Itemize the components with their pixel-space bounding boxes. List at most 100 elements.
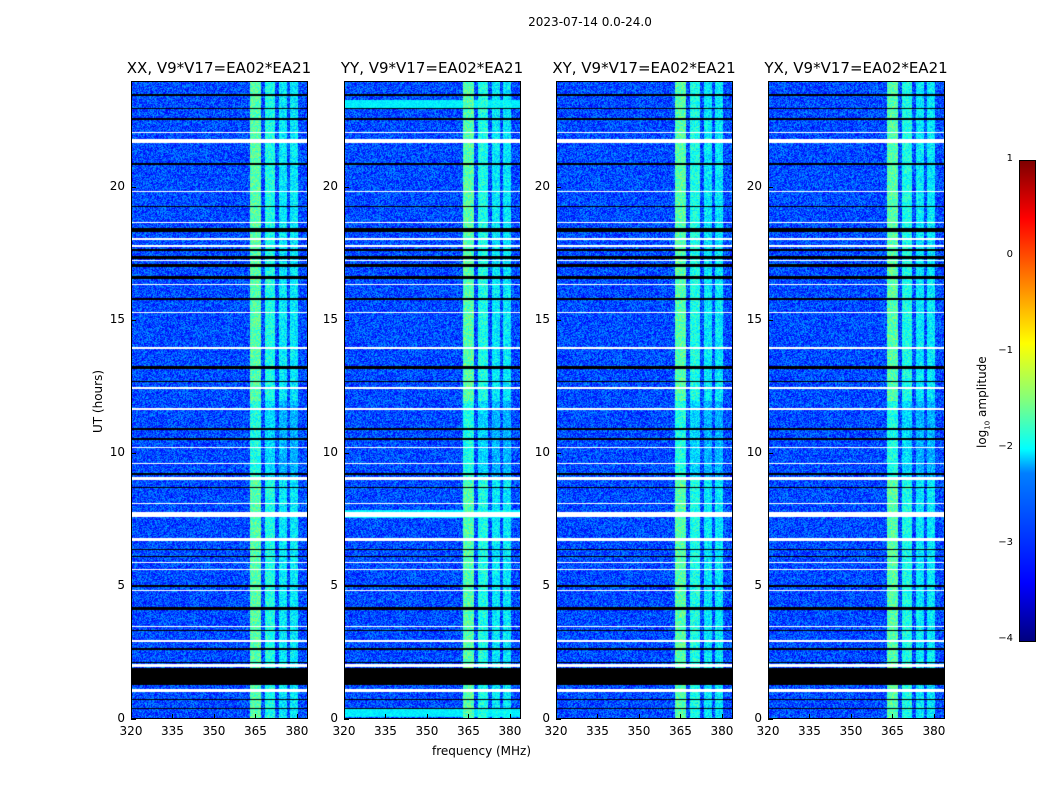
x-tick-mark [172,714,174,719]
x-tick-mark [556,714,557,719]
y-tick-label: 20 [322,179,338,194]
y-tick-label: 15 [746,312,762,327]
y-tick-label: 0 [542,711,550,725]
x-axis-label: frequency (MHz) [432,744,532,758]
y-tick-mark [556,320,561,322]
spectrogram-heatmap [557,82,732,718]
y-tick-mark [131,187,136,189]
x-tick-mark [721,714,723,719]
x-tick-label: 350 [839,724,863,738]
x-tick-mark [468,714,470,719]
x-tick-label: 365 [244,724,267,738]
y-tick-mark [768,320,773,322]
x-tick-label: 320 [756,724,780,738]
spectrogram-panel [131,81,308,719]
x-tick-label: 320 [332,724,356,738]
y-tick-label: 10 [746,445,762,460]
y-tick-label: 20 [109,179,125,194]
x-tick-label: 335 [161,724,184,738]
y-tick-label: 15 [322,312,338,327]
colorbar-tick-label: −2 [998,441,1013,452]
x-tick-mark [509,714,511,719]
x-tick-label: 350 [415,724,439,738]
y-tick-label: 0 [117,711,125,725]
y-tick-label: 5 [117,578,125,593]
spectrogram-panel [556,81,733,719]
x-tick-mark [131,714,132,719]
figure-title: 2023-07-14 0.0-24.0 [528,15,652,29]
x-tick-label: 320 [119,724,143,738]
x-tick-label: 350 [202,724,226,738]
x-tick-mark [385,714,387,719]
y-tick-label: 10 [534,445,550,460]
y-tick-mark [131,320,136,322]
y-tick-mark [768,586,773,588]
y-tick-label: 20 [534,179,550,194]
y-axis-label: UT (hours) [91,369,105,433]
x-tick-label: 335 [798,724,821,738]
x-tick-label: 380 [922,724,946,738]
x-tick-mark [426,714,428,719]
y-tick-label: 5 [542,578,550,593]
y-tick-mark [768,719,773,720]
x-tick-label: 365 [881,724,904,738]
spectrogram-heatmap [132,82,307,718]
x-tick-mark [768,714,769,719]
panel-title: XY, V9*V17=EA02*EA21 [552,59,736,77]
y-tick-mark [344,719,349,720]
x-tick-label: 380 [498,724,522,738]
x-tick-mark [850,714,852,719]
x-tick-label: 365 [457,724,480,738]
x-tick-mark [680,714,682,719]
x-tick-label: 335 [586,724,609,738]
panel-title: YY, V9*V17=EA02*EA21 [340,59,524,77]
x-tick-label: 320 [544,724,568,738]
x-tick-mark [344,714,345,719]
y-tick-label: 10 [322,445,338,460]
y-tick-mark [768,453,773,455]
x-tick-label: 380 [285,724,309,738]
y-tick-mark [768,187,773,189]
y-tick-label: 5 [754,578,762,593]
x-tick-mark [213,714,215,719]
y-tick-label: 15 [109,312,125,327]
spectrogram-heatmap [769,82,944,718]
x-tick-label: 380 [710,724,734,738]
x-tick-mark [638,714,640,719]
y-tick-mark [131,453,136,455]
x-tick-mark [933,714,935,719]
colorbar-tick-label: −4 [998,633,1013,644]
colorbar-label: log10 amplitude [975,356,992,448]
x-tick-mark [892,714,894,719]
x-tick-mark [809,714,811,719]
y-tick-label: 0 [754,711,762,725]
y-tick-mark [344,187,349,189]
y-tick-mark [131,719,136,720]
y-tick-mark [131,586,136,588]
y-tick-mark [344,586,349,588]
x-tick-label: 365 [669,724,692,738]
colorbar-tick-label: 0 [1006,249,1013,260]
y-tick-mark [344,320,349,322]
y-tick-mark [556,586,561,588]
x-tick-label: 335 [374,724,397,738]
panel-title: XX, V9*V17=EA02*EA21 [126,59,312,77]
colorbar-tick-label: −3 [998,537,1013,548]
y-tick-label: 15 [534,312,550,327]
y-tick-mark [344,453,349,455]
y-tick-mark [556,187,561,189]
x-tick-mark [296,714,298,719]
spectrogram-panel [768,81,945,719]
spectrogram-heatmap [345,82,520,718]
colorbar-tick-label: 1 [1006,153,1013,164]
colorbar-tick-label: −1 [998,345,1013,356]
y-tick-label: 0 [330,711,338,725]
x-tick-mark [255,714,257,719]
y-tick-mark [556,453,561,455]
x-tick-label: 350 [627,724,651,738]
y-tick-label: 20 [746,179,762,194]
colorbar [1019,160,1036,642]
y-tick-mark [556,719,561,720]
panel-title: YX, V9*V17=EA02*EA21 [764,59,948,77]
